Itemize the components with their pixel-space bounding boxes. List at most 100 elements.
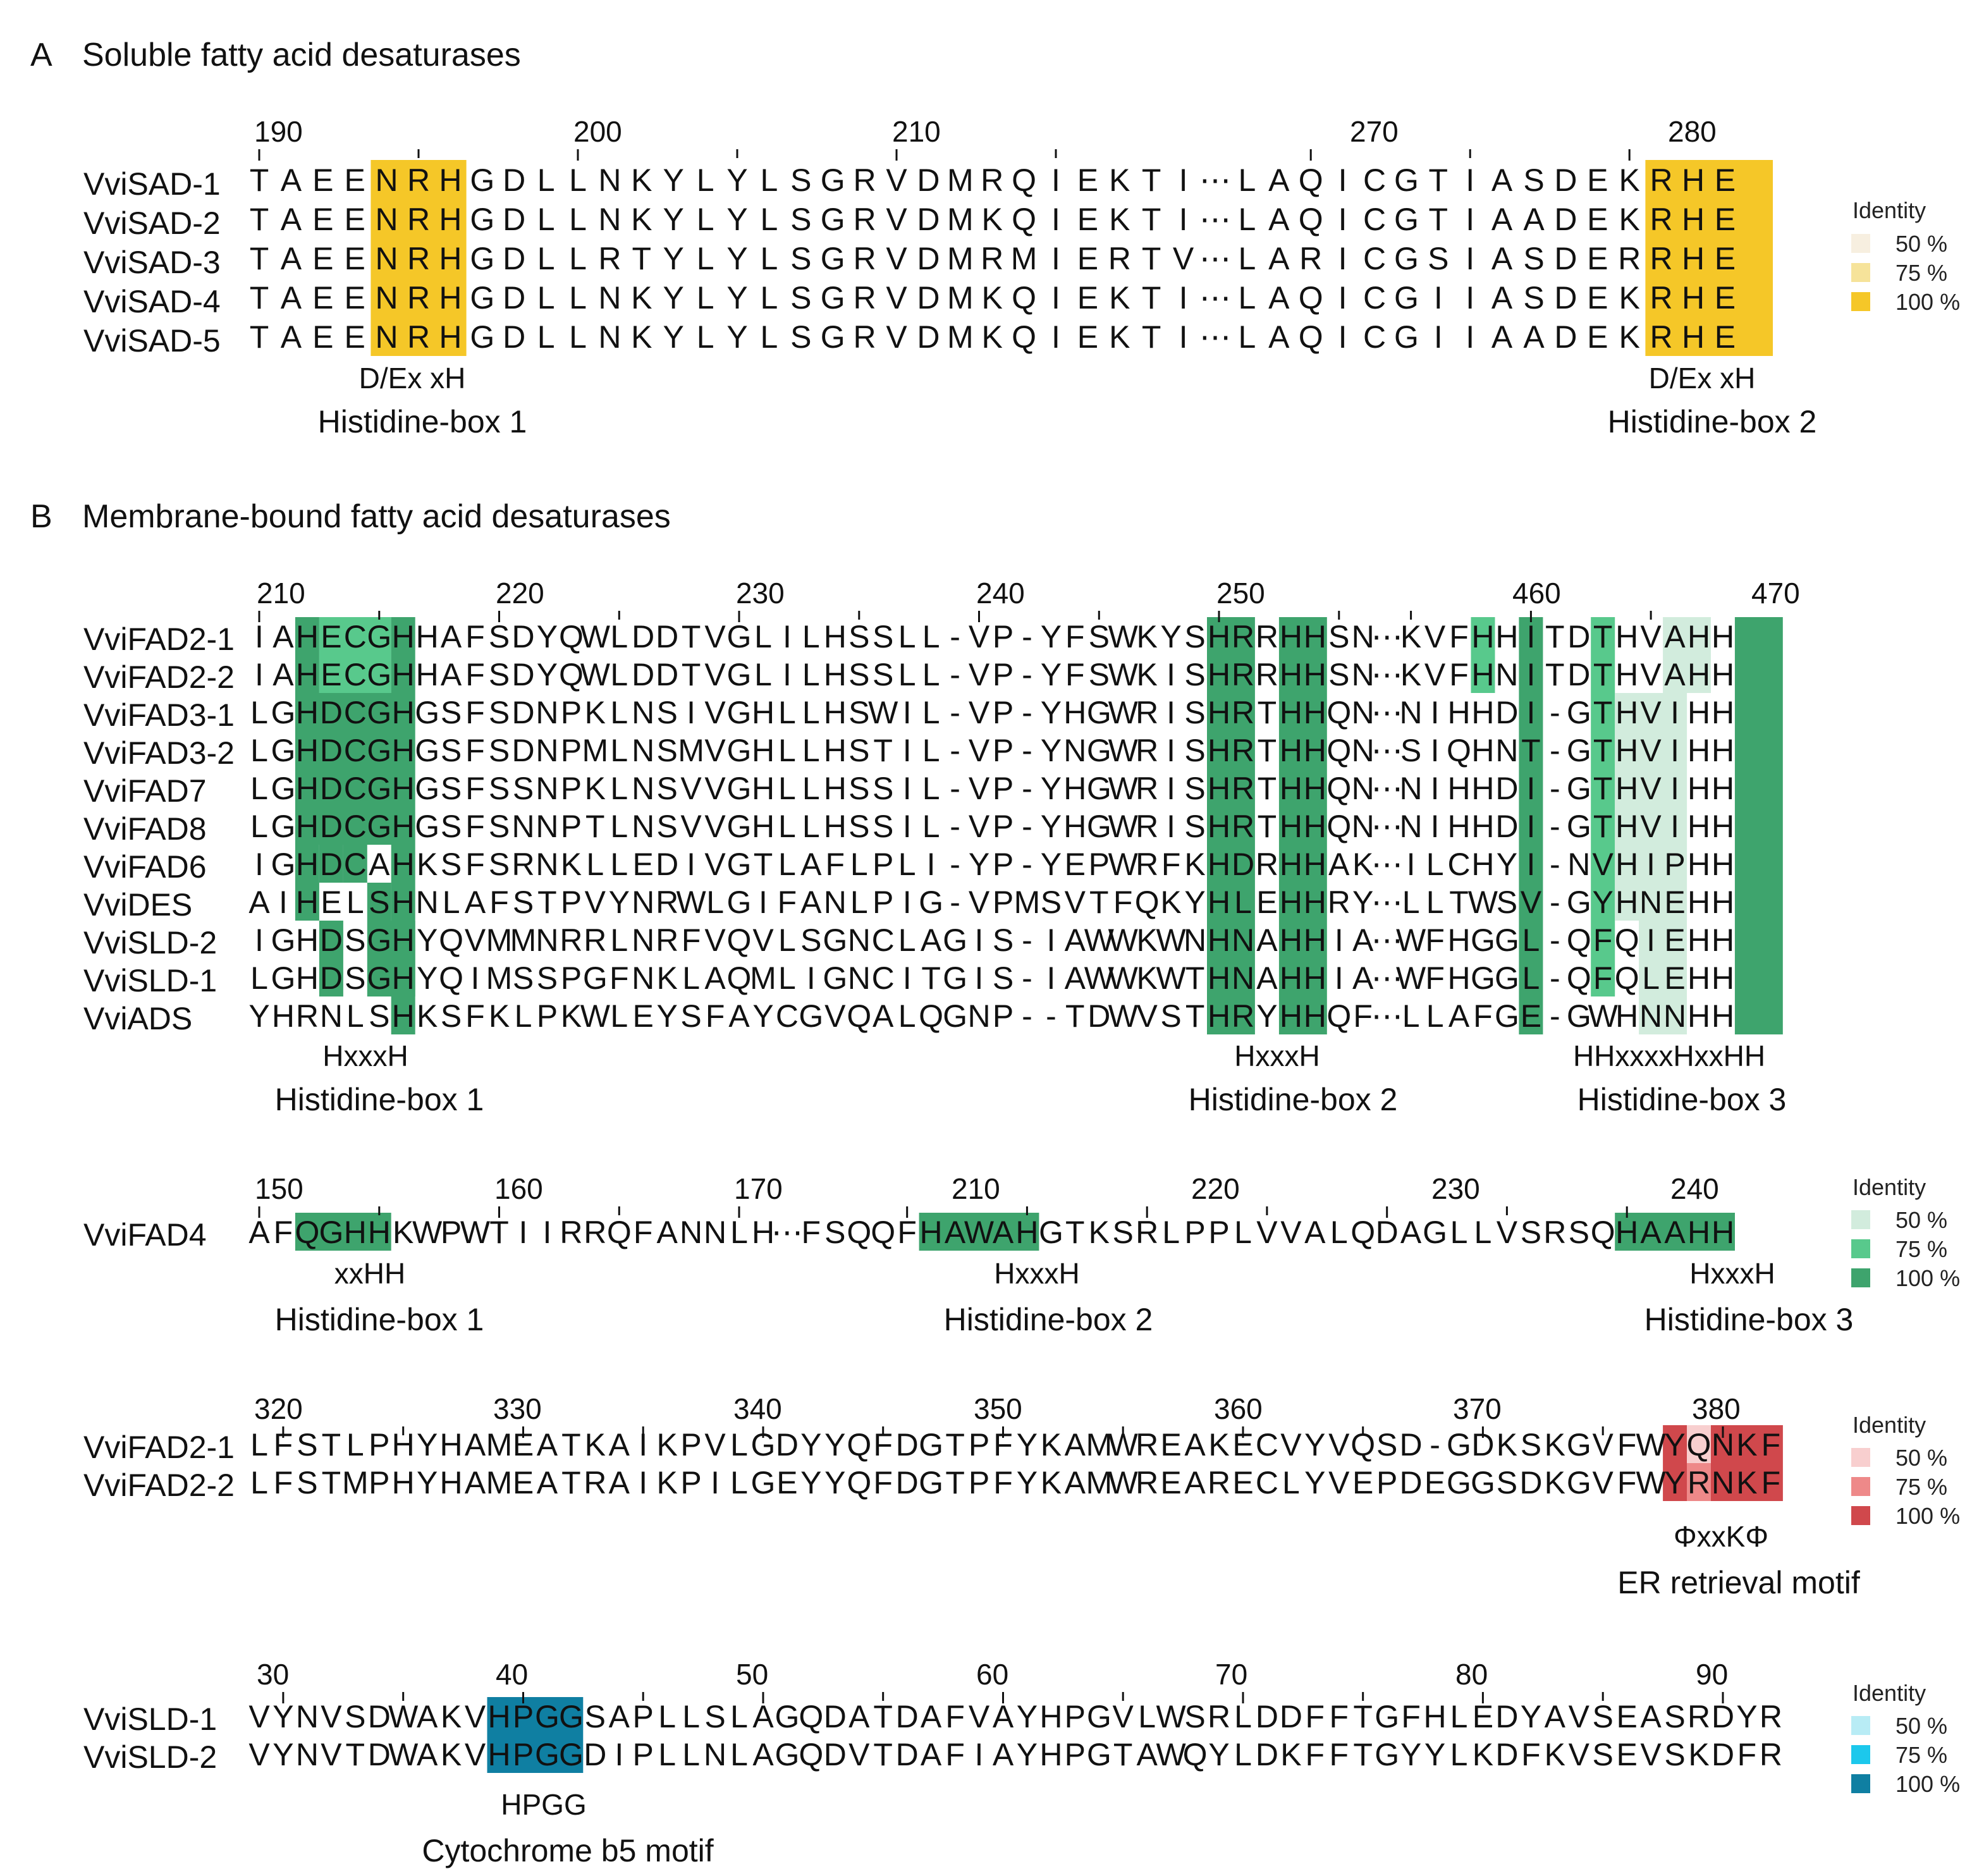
tick-label: 360 xyxy=(1214,1392,1263,1425)
residue: Y xyxy=(1041,619,1062,654)
residue: S xyxy=(873,619,893,654)
residue: E xyxy=(1473,1699,1493,1734)
residue: T xyxy=(537,885,557,920)
residue: H xyxy=(1615,619,1638,654)
residue: N xyxy=(848,923,871,958)
residue: - xyxy=(950,885,960,920)
identity-shade xyxy=(1519,921,1543,959)
residue: W xyxy=(1084,960,1115,996)
residue: L xyxy=(697,280,714,316)
residue: W xyxy=(676,885,706,920)
residue: G xyxy=(1394,202,1419,237)
residue: E xyxy=(1587,319,1608,355)
tick-label: 280 xyxy=(1668,115,1717,148)
residue: H xyxy=(1712,771,1734,806)
residue: L xyxy=(898,657,916,692)
shading-a xyxy=(371,160,1773,356)
residue: G xyxy=(271,960,295,996)
identity-shade xyxy=(487,1735,584,1773)
residue: W xyxy=(1156,1699,1186,1734)
residue: G xyxy=(367,923,391,958)
residue: ⋯ xyxy=(1371,998,1403,1034)
residue: A xyxy=(1545,1699,1566,1734)
residue: S xyxy=(489,657,510,692)
residue: H xyxy=(920,1215,943,1250)
residue: H xyxy=(1208,923,1230,958)
residue: I xyxy=(639,1465,647,1500)
residue: I xyxy=(1338,319,1347,355)
identity-shade xyxy=(295,769,415,807)
residue: Q xyxy=(1591,1215,1615,1250)
residue: G xyxy=(823,923,847,958)
residue: G xyxy=(919,1427,943,1462)
residue: G xyxy=(1567,1465,1591,1500)
residue: Y xyxy=(1208,1737,1229,1772)
residue: H xyxy=(1304,847,1326,882)
residue: F xyxy=(802,1215,821,1250)
residue: F xyxy=(873,1465,893,1500)
residue: S xyxy=(489,695,510,730)
residue: S xyxy=(790,162,811,198)
tick-label: 60 xyxy=(976,1658,1008,1691)
residue: G xyxy=(1087,1699,1112,1734)
residue: P xyxy=(1184,1215,1205,1250)
residue: F xyxy=(465,847,485,882)
residue: G xyxy=(1567,733,1591,768)
residue: V xyxy=(704,847,726,882)
residue: K xyxy=(1688,1737,1709,1772)
residue: N xyxy=(632,960,654,996)
residue: D xyxy=(1495,771,1518,806)
residue: T xyxy=(1593,619,1613,654)
residue: Q xyxy=(847,998,871,1034)
residue: L xyxy=(537,162,555,198)
legend-swatch xyxy=(1851,1239,1870,1258)
residue: A xyxy=(704,960,726,996)
residue: A xyxy=(1304,1215,1326,1250)
residue: L xyxy=(778,809,796,844)
sequence-name: VviFAD2-2 xyxy=(83,1468,235,1503)
residue: P xyxy=(993,771,1014,806)
residue: S xyxy=(1041,885,1062,920)
identity-shade xyxy=(1207,769,1255,807)
residue: S xyxy=(441,809,462,844)
residue: W xyxy=(1108,809,1139,844)
residue: D xyxy=(896,1465,919,1500)
residue: S xyxy=(1523,241,1544,276)
residue: T xyxy=(1142,280,1161,316)
residue: N xyxy=(1495,657,1518,692)
residue: G xyxy=(367,960,391,996)
residue: T xyxy=(1089,885,1109,920)
residue: F xyxy=(1425,960,1445,996)
residue: Q xyxy=(1012,162,1036,198)
residue: Y xyxy=(609,885,630,920)
residue: Y xyxy=(1017,1737,1038,1772)
residue: S xyxy=(790,241,811,276)
residue: W xyxy=(1108,771,1139,806)
sequence-name: VviFAD2-2 xyxy=(83,659,235,695)
residue: P xyxy=(561,771,582,806)
legend-a: Identity 50 % 75 % 100 % xyxy=(1851,197,1960,315)
residue: I xyxy=(279,885,288,920)
identity-shade xyxy=(1663,1425,1687,1463)
residue: F xyxy=(1737,1737,1757,1772)
residue: H xyxy=(1687,619,1710,654)
residue: R xyxy=(1760,1699,1782,1734)
identity-shade xyxy=(487,1697,584,1735)
residue: E xyxy=(1715,241,1736,276)
residue: N xyxy=(416,885,439,920)
residue: - xyxy=(1022,695,1032,730)
residue: G xyxy=(415,733,439,768)
residue: V xyxy=(886,162,907,198)
identity-shade xyxy=(1519,617,1543,655)
residue: K xyxy=(1619,202,1640,237)
motif-label: Histidine-box 1 xyxy=(275,1302,484,1337)
motif-label: Cytochrome b5 motif xyxy=(422,1833,713,1868)
residue: I xyxy=(903,695,912,730)
residue: M xyxy=(1086,1427,1112,1462)
residue: H xyxy=(392,847,415,882)
residue: G xyxy=(1087,809,1112,844)
residue: K xyxy=(1619,280,1640,316)
residue: - xyxy=(1022,809,1032,844)
identity-shade xyxy=(1615,769,1687,807)
residue: G xyxy=(1447,1465,1471,1500)
